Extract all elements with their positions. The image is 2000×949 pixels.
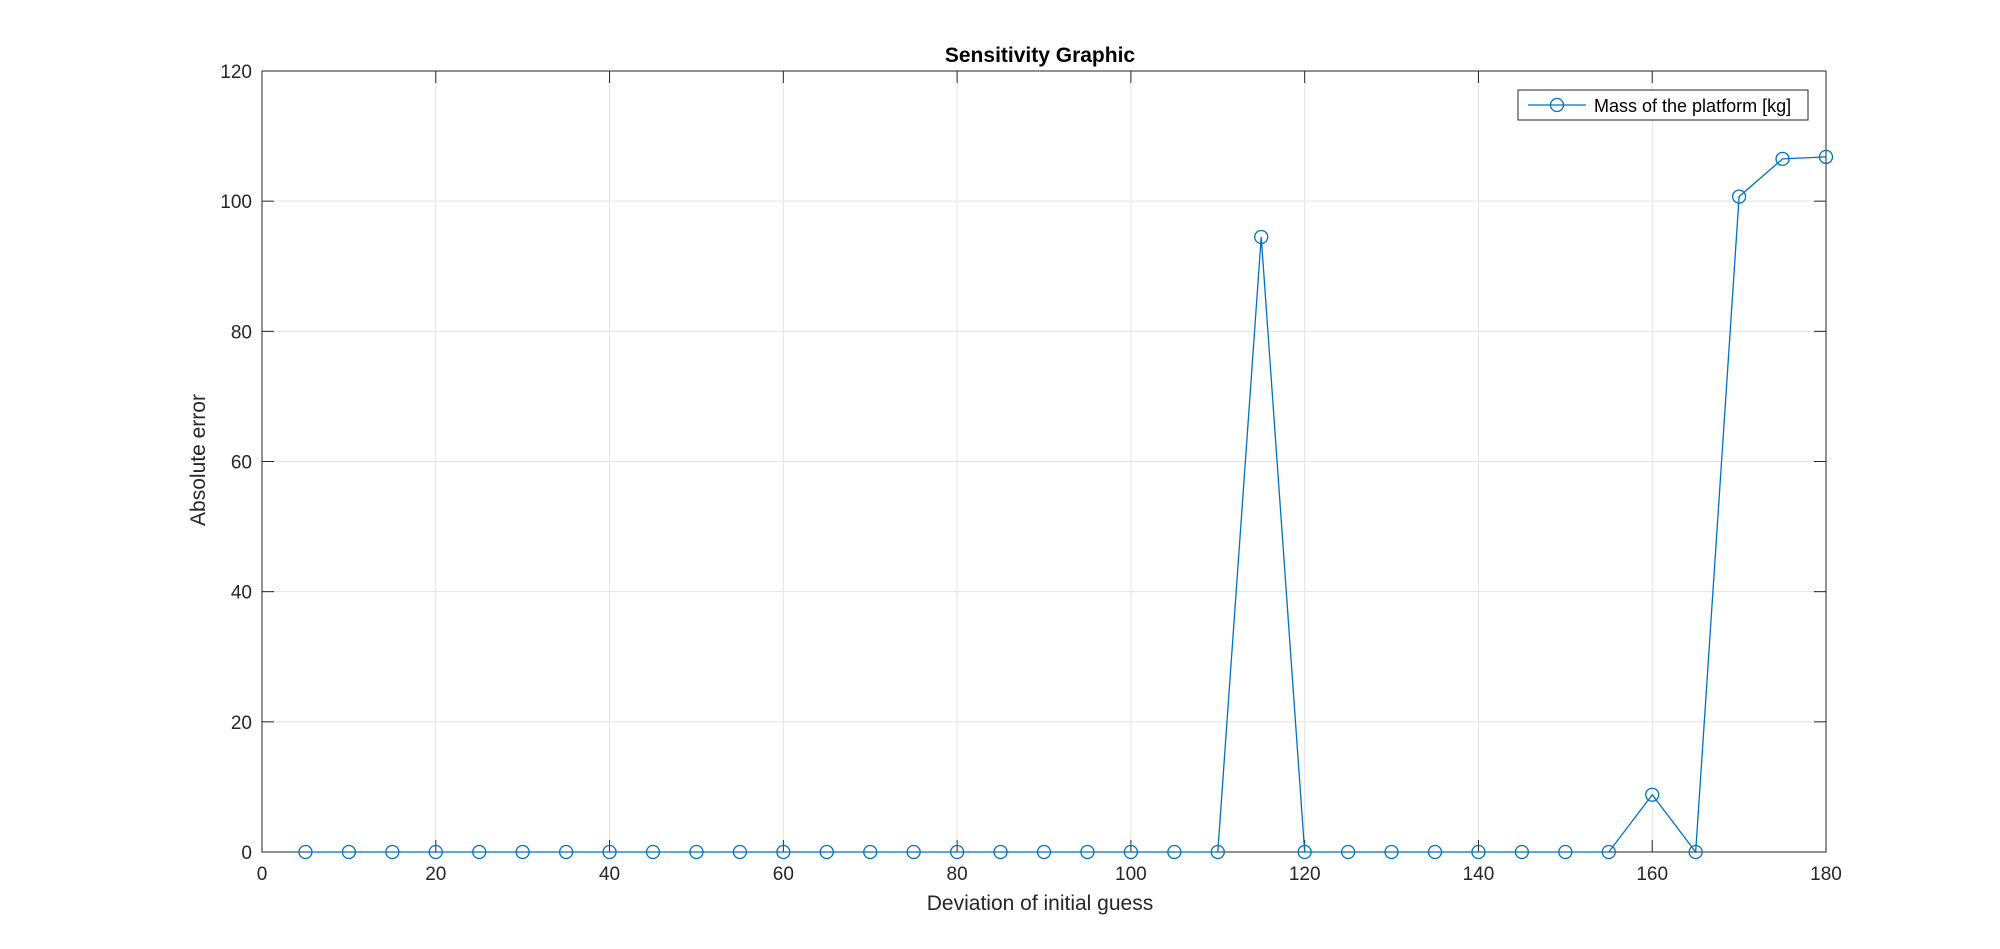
data-point-marker: [689, 844, 704, 860]
data-point-marker: [1080, 844, 1095, 860]
data-point-marker: [1471, 844, 1486, 860]
data-point-marker: [776, 844, 791, 860]
data-point-marker: [1340, 844, 1356, 860]
axes: 0 20 40 60 80 100 120 140 160 180 0 20 40 60 80 100 120: [220, 62, 1842, 885]
data-point-marker: [428, 844, 443, 860]
data-point-marker: [732, 844, 748, 860]
data-point-marker: [1558, 844, 1573, 860]
y-tick-label: 100: [220, 192, 252, 213]
data-point-marker: [863, 844, 878, 860]
legend[interactable]: Mass of the platform [kg]: [1517, 89, 1809, 121]
grid: [262, 71, 1826, 852]
legend-marker-sample: [1549, 97, 1565, 113]
data-point-marker: [949, 844, 965, 860]
data-point-marker: [906, 844, 921, 860]
data-point-marker: [1818, 149, 1834, 165]
x-tick-label: 80: [947, 864, 968, 885]
data-point-marker: [1123, 844, 1139, 860]
x-axis-label: Deviation of initial guess: [927, 892, 1153, 915]
x-tick-label: 40: [599, 864, 620, 885]
data-point-marker: [385, 844, 400, 860]
data-point-marker: [1731, 189, 1747, 204]
data-point-marker: [1514, 844, 1530, 860]
data-point-marker: [1688, 844, 1703, 860]
x-tick-label: 0: [257, 864, 268, 885]
x-tick-label: 100: [1115, 864, 1147, 885]
data-point-marker: [341, 844, 357, 860]
data-point-marker: [1384, 844, 1399, 860]
data-point-marker: [1645, 787, 1660, 802]
data-point-marker: [1601, 844, 1616, 860]
legend-entry-label: Mass of the platform [kg]: [1594, 96, 1791, 116]
x-tick-label: 120: [1289, 864, 1321, 885]
data-point-marker: [558, 844, 574, 860]
y-tick-label: 60: [231, 453, 252, 474]
data-point-marker: [602, 844, 617, 860]
x-tick-label: 180: [1810, 864, 1842, 885]
data-point-marker: [515, 844, 530, 860]
y-tick-label: 40: [231, 583, 252, 604]
data-point-marker: [1427, 844, 1443, 860]
data-point-marker: [1167, 844, 1182, 860]
y-tick-label: 80: [231, 322, 252, 343]
series-line: [305, 156, 1827, 854]
y-tick-label: 0: [241, 843, 252, 864]
data-point-marker: [298, 844, 313, 860]
y-tick-label: 120: [220, 62, 252, 83]
data-series: [298, 149, 1834, 860]
data-point-marker: [472, 844, 487, 860]
y-axis-label: Absolute error: [187, 394, 210, 526]
x-tick-label: 140: [1463, 864, 1495, 885]
y-tick-label: 20: [231, 713, 252, 734]
data-point-marker: [1775, 151, 1790, 167]
x-tick-label: 160: [1636, 864, 1668, 885]
data-point-marker: [819, 844, 834, 860]
data-point-marker: [645, 844, 661, 860]
x-tick-label: 20: [425, 864, 446, 885]
data-point-marker: [1210, 844, 1225, 860]
data-point-marker: [1036, 844, 1052, 860]
data-point-marker: [1254, 229, 1269, 245]
chart-title: Sensitivity Graphic: [945, 44, 1136, 67]
data-point-marker: [993, 844, 1008, 860]
data-point-marker: [1297, 844, 1312, 860]
x-tick-label: 60: [773, 864, 794, 885]
